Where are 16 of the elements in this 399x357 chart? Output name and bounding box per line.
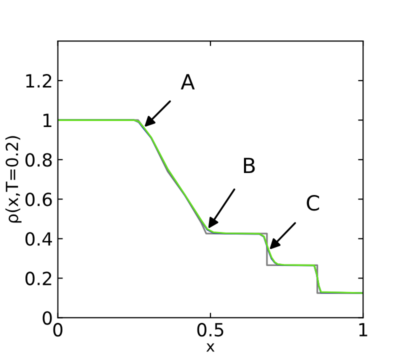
y-tick-label: 0.4 [25, 232, 52, 246]
annotation: C [306, 194, 320, 211]
x-axis-title: x [206, 343, 214, 352]
annotation: A [180, 74, 195, 90]
y-tick-label: 0.2 [25, 272, 52, 286]
y-tick-label: 0.6 [25, 192, 52, 206]
x-tick-label: 0.5 [197, 322, 224, 337]
y-tick-label: 1.2 [26, 74, 52, 88]
y-tick-label: 1 [43, 114, 52, 127]
x-tick-label: 1 [359, 323, 368, 336]
y-tick-label: 0.8 [25, 153, 52, 167]
x-tick-label: 0 [53, 322, 62, 337]
y-axis-title: ρ(x,T=0.2) [5, 136, 22, 223]
line-series [58, 119, 364, 294]
y-tick-label: 0 [42, 311, 52, 325]
annotation: B [244, 158, 255, 174]
